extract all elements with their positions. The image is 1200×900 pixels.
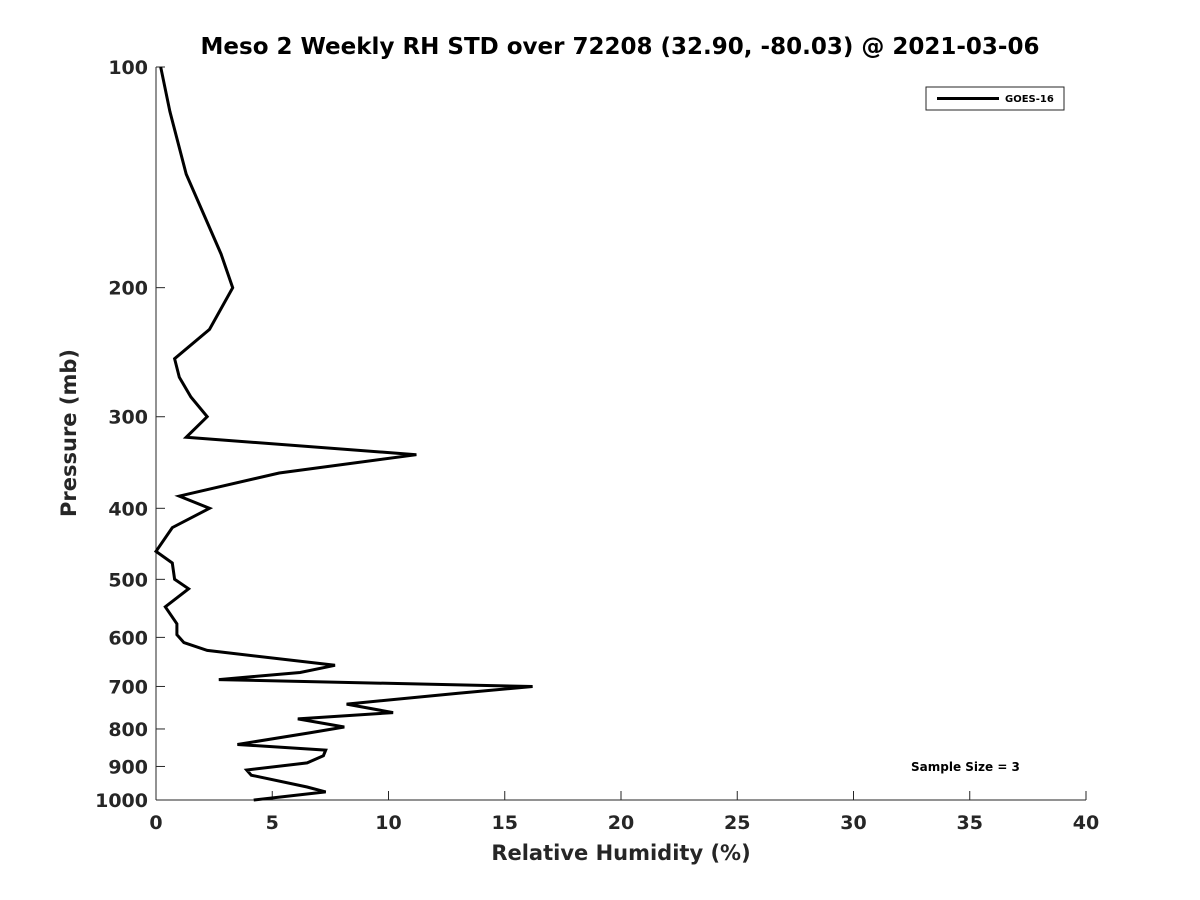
legend: GOES-16: [925, 86, 1065, 111]
y-tick-label: 700: [108, 676, 148, 698]
x-axis-title: Relative Humidity (%): [491, 841, 750, 865]
x-tick-label: 20: [608, 812, 634, 834]
sample-size-annotation: Sample Size = 3: [911, 760, 1020, 774]
series-line-goes-16: [153, 66, 533, 802]
x-axis-ticks: 0 5 10 15 20 25 30 35 40: [149, 791, 1099, 834]
y-tick-label: 1000: [95, 790, 148, 812]
series-layer: [153, 66, 533, 802]
plot-area: [155, 67, 1086, 801]
x-tick-label: 10: [375, 812, 401, 834]
y-tick-label: 100: [108, 57, 148, 79]
x-tick-label: 15: [492, 812, 518, 834]
y-axis-ticks: 100 200 300 400 500 600 700 800 900 1000: [95, 57, 165, 812]
y-tick-label: 600: [108, 627, 148, 649]
x-tick-label: 30: [840, 812, 866, 834]
legend-label-goes-16: GOES-16: [1005, 94, 1054, 105]
x-tick-label: 0: [149, 812, 162, 834]
x-tick-label: 35: [957, 812, 983, 834]
y-tick-label: 200: [108, 278, 148, 300]
y-tick-label: 900: [108, 756, 148, 778]
chart-title: Meso 2 Weekly RH STD over 72208 (32.90, …: [201, 34, 1040, 60]
y-tick-label: 300: [108, 407, 148, 429]
y-tick-label: 500: [108, 569, 148, 591]
y-tick-label: 400: [108, 498, 148, 520]
y-tick-label: 800: [108, 719, 148, 741]
y-axis-title: Pressure (mb): [57, 349, 81, 517]
x-tick-label: 5: [266, 812, 279, 834]
x-tick-label: 25: [724, 812, 750, 834]
x-tick-label: 40: [1073, 812, 1099, 834]
